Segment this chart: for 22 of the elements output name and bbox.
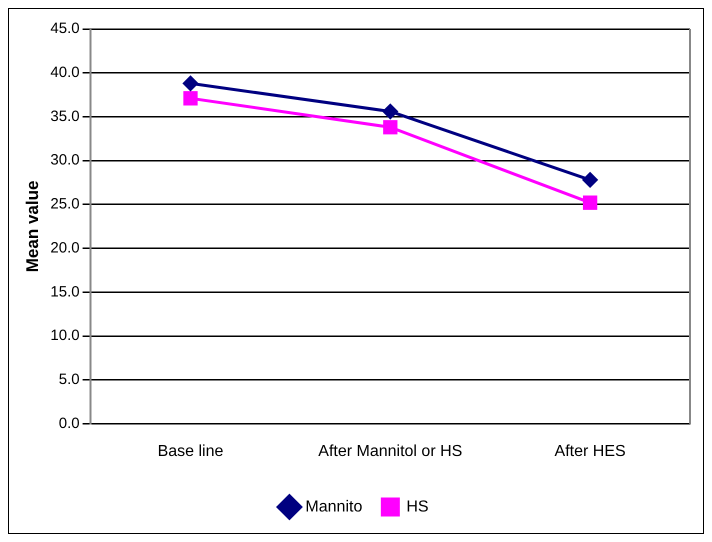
- y-tick-label: 0.0: [58, 414, 80, 432]
- legend-label: Mannito: [305, 498, 362, 516]
- point: [382, 104, 398, 119]
- x-tick-label: After Mannitol or HS: [318, 442, 462, 460]
- legend-label: HS: [406, 498, 429, 516]
- y-tick-label: 35.0: [50, 108, 80, 125]
- y-tick-label: 40.0: [50, 64, 80, 82]
- point: [582, 196, 598, 210]
- point: [383, 120, 398, 134]
- point: [182, 76, 198, 91]
- point: [183, 91, 198, 106]
- x-tick-label: After HES: [554, 442, 626, 460]
- point: [582, 172, 598, 188]
- y-axis-title: Mean value: [22, 180, 42, 272]
- y-tick-label: 10.0: [50, 327, 80, 344]
- y-tick-label: 30.0: [50, 152, 80, 169]
- y-tick-label: 25.0: [50, 196, 80, 213]
- y-tick-label: 20.0: [50, 239, 80, 256]
- y-tick-label: 45.0: [50, 20, 80, 38]
- y-tick-label: 5.0: [58, 371, 80, 388]
- y-tick-label: 15.0: [50, 283, 80, 300]
- x-tick-label: Base line: [158, 442, 224, 460]
